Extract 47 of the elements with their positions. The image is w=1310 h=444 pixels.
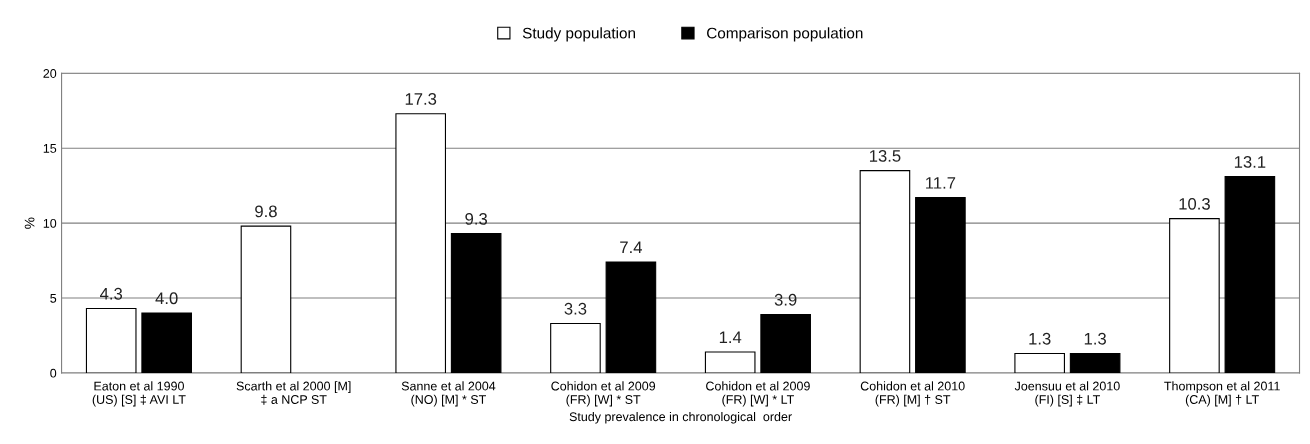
- bar: [704, 351, 756, 373]
- y-tick-label: 0: [50, 368, 57, 378]
- bar: [550, 322, 601, 373]
- data-label: 13.1: [1234, 156, 1266, 168]
- y-tick-label: 15: [43, 144, 57, 153]
- data-label: 4.0: [155, 292, 178, 305]
- bar: [1014, 352, 1065, 373]
- bar: [859, 170, 911, 373]
- data-label: 9.3: [465, 212, 488, 225]
- bar: [85, 307, 137, 373]
- bar: [240, 225, 292, 373]
- legend-label: Study population: [522, 27, 635, 42]
- x-tick-label: Joensuu et al 2010 (FI) [S] ‡ LT: [1014, 381, 1120, 407]
- x-tick-label: Cohidon et al 2010 (FR) [M] † ST: [860, 381, 965, 407]
- bar: [760, 313, 811, 373]
- x-tick-label: Cohidon et al 2009 (FR) [W] * ST: [551, 381, 656, 407]
- data-label: 1.3: [1029, 332, 1051, 345]
- y-axis-title: %: [24, 217, 35, 229]
- data-label: 13.5: [869, 150, 901, 162]
- x-tick-label: Sanne et al 2004 (NO) [M] * ST: [401, 381, 496, 407]
- data-label: 9.8: [255, 205, 277, 218]
- data-label: 7.4: [620, 241, 642, 254]
- x-tick-label: Cohidon et al 2009 (FR) [W] * LT: [706, 381, 810, 407]
- x-tick-label: Eaton et al 1990 (US) [S] ‡ AVI LT: [92, 381, 186, 407]
- y-tick-label: 5: [50, 293, 57, 303]
- data-label: 3.3: [564, 302, 587, 315]
- data-label: 11.7: [926, 177, 956, 189]
- bar: [915, 197, 966, 373]
- data-label: 1.3: [1084, 332, 1106, 345]
- bar: [450, 233, 502, 373]
- data-label: 10.3: [1179, 197, 1210, 210]
- x-tick-label: Thompson et al 2011 (CA) [M] † LT: [1164, 381, 1280, 407]
- bar: [141, 312, 192, 373]
- bar: [1169, 218, 1220, 373]
- bar: [1069, 352, 1121, 373]
- bar: [605, 261, 657, 373]
- x-axis-title: Study prevalence in chronological order: [569, 411, 792, 424]
- y-tick-label: 10: [43, 218, 57, 228]
- data-label: 4.3: [100, 287, 123, 300]
- y-tick-label: 20: [43, 69, 57, 78]
- legend-label: Comparison population: [707, 27, 863, 42]
- x-tick-label: Scarth et al 2000 [M] ‡ a NCP ST: [236, 381, 351, 405]
- data-label: 3.9: [774, 293, 797, 306]
- bar: [1224, 176, 1276, 373]
- bar: [395, 113, 447, 373]
- data-label: 17.3: [405, 93, 437, 105]
- data-label: 1.4: [719, 331, 742, 343]
